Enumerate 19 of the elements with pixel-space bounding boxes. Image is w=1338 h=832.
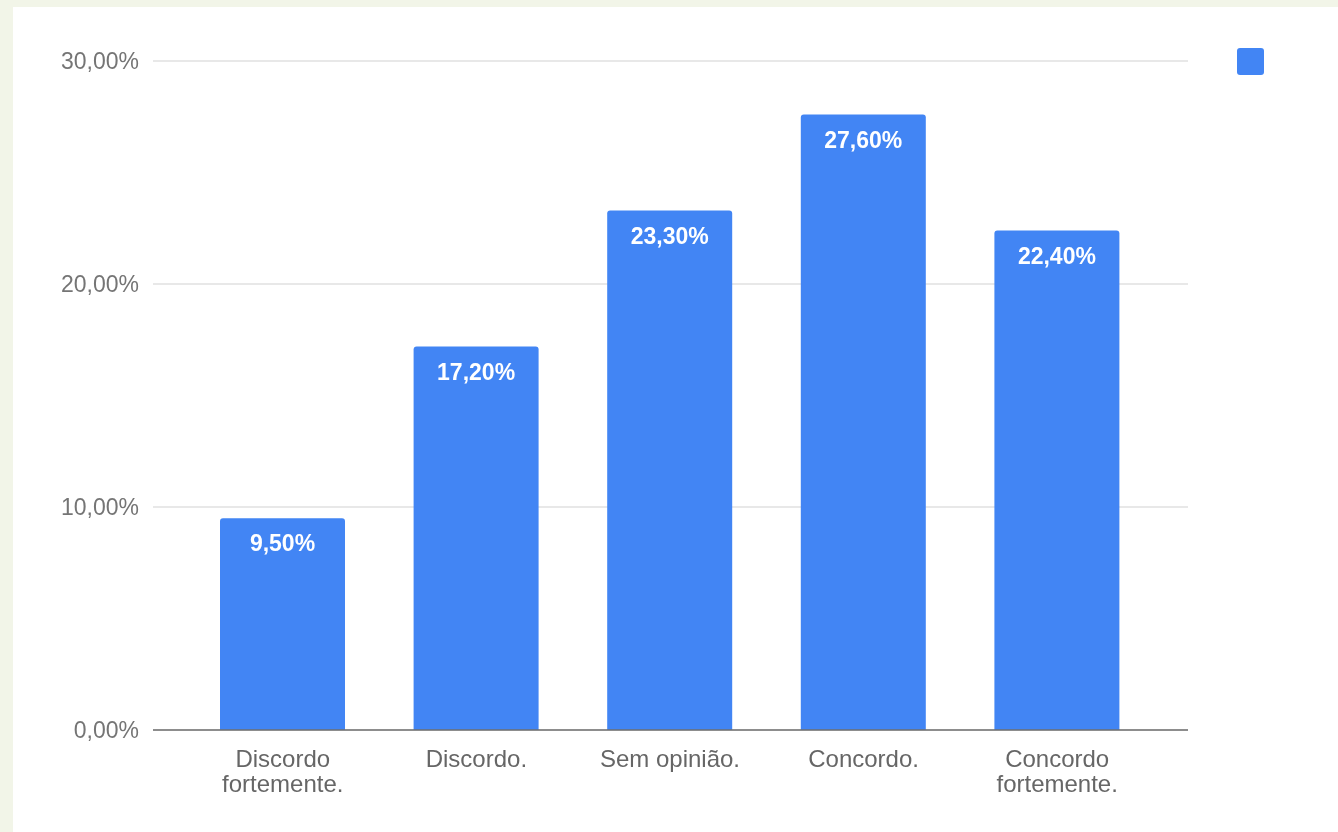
data-label: 17,20%: [437, 358, 516, 385]
x-tick-label: Concordo fortemente.: [996, 745, 1118, 797]
bar: [607, 210, 733, 730]
x-tick-label: Concordo.: [808, 745, 919, 772]
bar: [800, 114, 926, 730]
y-tick-label: 20,00%: [60, 271, 139, 298]
x-tick-label: Discordo.: [425, 745, 528, 772]
y-tick-label: 10,00%: [60, 494, 139, 521]
y-tick-label: 0,00%: [73, 717, 139, 744]
x-tick-label: Discordo fortemente.: [222, 745, 344, 797]
bar: [994, 230, 1120, 730]
data-label: 9,50%: [249, 530, 316, 557]
data-label: 23,30%: [630, 222, 709, 249]
bar: [413, 346, 539, 730]
bar: [220, 518, 345, 730]
x-tick-label: Sem opinião.: [599, 745, 741, 772]
y-tick-label: 30,00%: [60, 48, 139, 75]
data-label: 22,40%: [1017, 242, 1096, 269]
data-label: 27,60%: [824, 126, 903, 153]
